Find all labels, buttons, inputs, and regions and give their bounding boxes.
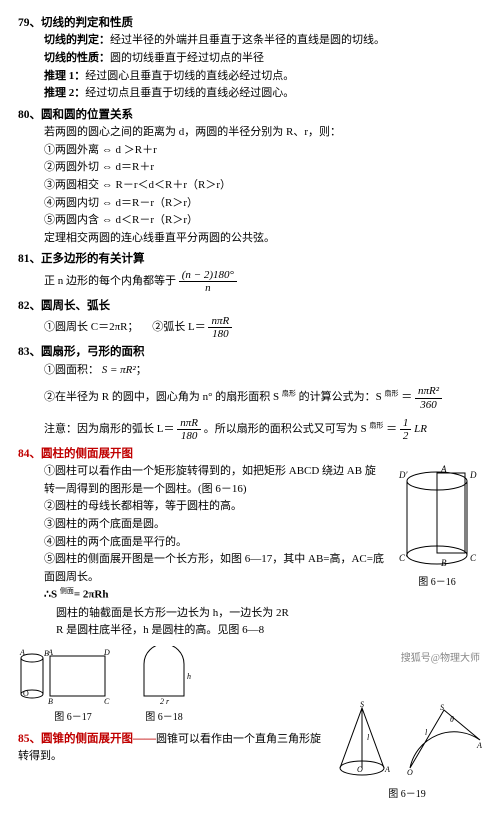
section-81-title: 81、正多边形的有关计算 (18, 250, 482, 268)
s80-intro: 若两圆的圆心之间的距离为 d，两圆的半径分别为 R、r，则： (18, 124, 482, 142)
section-82-title: 82、圆周长、弧长 (18, 297, 482, 315)
s80-c: ③两圆相交 ⇔ R－r＜d＜R＋r（R＞r） (18, 177, 482, 195)
s79-l4: 推理 2：经过切点且垂直于切线的直线必经过圆心。 (18, 85, 482, 103)
svg-text:A: A (19, 648, 25, 657)
s84-l6: 圆柱的轴截面是长方形一边长为 h，一边长为 2R (18, 605, 482, 623)
s80-f: 定理相交两圆的连心线垂直平分两圆的公共弦。 (18, 230, 482, 248)
s83-b: ②在半径为 R 的圆中，圆心角为 n° 的扇形面积 S 扇形 的计算公式为：S … (18, 385, 482, 410)
svg-text:O: O (23, 689, 29, 698)
svg-text:S: S (360, 700, 364, 709)
section-84-title: 84、圆柱的侧面展开图 (18, 445, 482, 463)
s80-b: ②两圆外切 ⇔ d＝R＋r (18, 159, 482, 177)
s81-line: 正 n 边形的每个内角都等于 (n − 2)180°n (18, 269, 482, 294)
svg-text:D: D (103, 648, 110, 657)
svg-text:l: l (425, 728, 428, 737)
svg-text:O: O (357, 765, 363, 774)
svg-text:A: A (47, 648, 53, 657)
svg-text:B: B (441, 558, 447, 568)
svg-text:S: S (440, 703, 444, 712)
watermark: 搜狐号@物理大师 (401, 651, 480, 667)
svg-text:θ: θ (450, 715, 454, 724)
svg-text:B: B (48, 697, 53, 706)
s80-e: ⑤两圆内含 ⇔ d＜R－r（R＞r） (18, 212, 482, 230)
s79-l1: 切线的判定：经过半径的外端并且垂直于这条半径的直线是圆的切线。 (18, 32, 482, 50)
svg-text:h: h (187, 672, 191, 681)
s80-d: ④两圆内切 ⇔ d＝R－r（R＞r） (18, 195, 482, 213)
s79-l2: 切线的性质：圆的切线垂直于经过切点的半径 (18, 50, 482, 68)
s82-line: ①圆周长 C＝2πR； ②弧长 L＝ nπR180 (18, 315, 482, 340)
svg-text:O: O (407, 768, 413, 777)
svg-text:2 r: 2 r (160, 697, 170, 706)
figure-6-18: 2 r h 图 6－18 (134, 646, 194, 726)
svg-text:A: A (384, 765, 390, 774)
svg-text:D′: D′ (398, 470, 408, 480)
s84-l7: R 是圆柱底半径，h 是圆柱的高。见图 6—8 (18, 622, 482, 640)
s80-a: ①两圆外离 ⇔ d ＞R＋r (18, 142, 482, 160)
s83-note: 注意：因为扇形的弧长 L＝ nπR180 。所以扇形的面积公式又可写为 S 扇形… (18, 417, 482, 442)
svg-text:A: A (440, 464, 447, 474)
svg-text:C: C (104, 697, 110, 706)
section-80-title: 80、圆和圆的位置关系 (18, 106, 482, 124)
figure-6-19: S O A l S θ l O A 图 6－19 (332, 700, 482, 803)
section-79-title: 79、切线的判定和性质 (18, 14, 482, 32)
s79-l3: 推理 1：经过圆心且垂直于切线的直线必经过切点。 (18, 68, 482, 86)
svg-text:C′: C′ (399, 553, 408, 563)
figure-6-17: O A B A D B C 图 6－17 (18, 646, 128, 726)
svg-text:C: C (470, 553, 477, 563)
section-83-title: 83、圆扇形，弓形的面积 (18, 343, 482, 361)
svg-text:l: l (367, 733, 370, 742)
figure-6-16: D′ A D B C C′ 图 6－16 (392, 463, 482, 591)
svg-text:D: D (469, 470, 477, 480)
svg-text:A: A (476, 741, 482, 750)
s83-a: ①圆面积： S = πR²； (18, 362, 482, 380)
